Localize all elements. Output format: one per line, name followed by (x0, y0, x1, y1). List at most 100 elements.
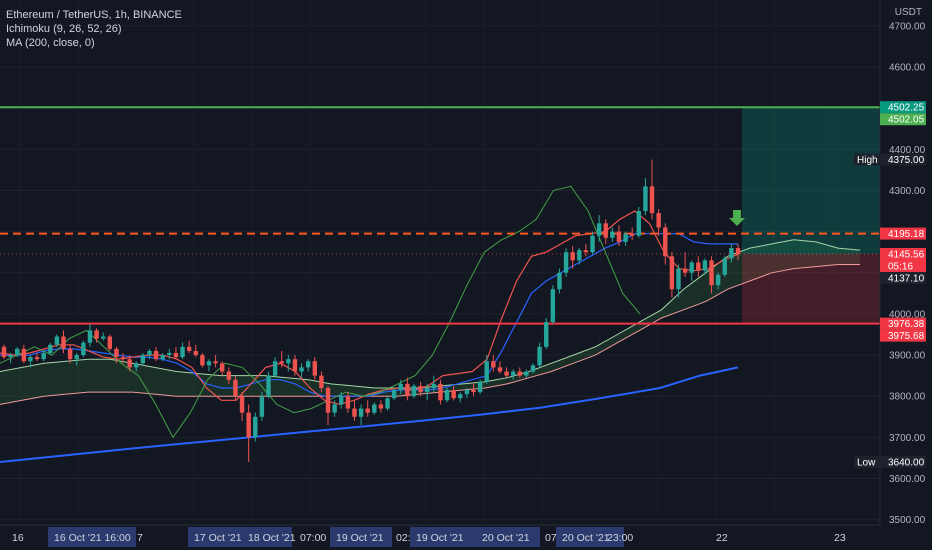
candle-body (100, 336, 106, 339)
candle-body (735, 248, 741, 255)
candle-body (226, 371, 232, 380)
time-tick-label: 16 Oct '21 16:00 (54, 532, 131, 544)
candle-body (491, 361, 496, 368)
cloud-segment (0, 367, 23, 405)
candle-body (41, 352, 46, 360)
candle-body (312, 361, 317, 376)
time-tick-label: 16 (12, 532, 24, 544)
candle-body (583, 250, 589, 253)
cloud-segment (727, 248, 750, 290)
cloud-segment (771, 239, 794, 273)
candle-body (623, 233, 628, 242)
candle-body (411, 385, 417, 397)
candle-body (1, 346, 7, 358)
candle-body (517, 371, 522, 376)
candle-body (186, 346, 192, 351)
horizontal-lines[interactable] (0, 106, 880, 325)
candle-body (510, 371, 516, 376)
candle-body (34, 357, 40, 360)
time-tick-label: 18 Oct '21 (248, 532, 296, 544)
price-tick-label: 4400.00 (889, 145, 926, 156)
cloud-segment (22, 363, 45, 401)
candle-body (702, 260, 708, 271)
price-label-prefix-bg (854, 456, 880, 469)
price-tick-label: 3900.00 (889, 351, 926, 362)
candle-body (669, 256, 675, 290)
candle-body (279, 361, 284, 364)
candle-body (504, 371, 509, 376)
candle-body (425, 387, 430, 393)
candle-body (709, 260, 714, 286)
candle-body (67, 348, 73, 360)
candle-body (127, 359, 132, 368)
candle-body (213, 361, 218, 364)
candle-body (28, 357, 33, 362)
cloud-segment (242, 375, 265, 397)
candle-body (107, 336, 113, 349)
candle-body (643, 186, 648, 212)
price-label-bg (880, 317, 926, 330)
time-tick-label: 20 Oct '21 (482, 532, 530, 544)
price-tick-label: 4600.00 (889, 63, 926, 74)
candle-body (610, 231, 615, 238)
cloud-segment (595, 334, 618, 356)
time-label-highlight (188, 527, 246, 547)
time-label-highlight (476, 527, 540, 547)
candle-body (729, 248, 734, 259)
candle-body (405, 383, 410, 397)
time-tick-label: 22 (716, 532, 728, 544)
long-position-tool[interactable] (742, 107, 880, 324)
candle-body (332, 404, 337, 413)
cloud-segment (330, 383, 353, 397)
price-label: 4375.00 (888, 155, 925, 166)
candle-body (173, 352, 179, 358)
time-tick-label: 17 Oct '21 (194, 532, 242, 544)
candle-body (305, 361, 311, 368)
price-label-bg (880, 113, 926, 126)
price-tick-label: 3800.00 (889, 392, 926, 403)
chikou-line (0, 185, 641, 439)
candle-body (339, 396, 344, 405)
price-label-bg (880, 101, 926, 114)
candle-body (253, 416, 258, 438)
candle-body (715, 274, 721, 286)
time-tick-label: 23:00 (607, 532, 633, 544)
candle-body (722, 258, 727, 275)
candle-body (656, 213, 661, 228)
candle-body (649, 186, 655, 214)
cloud-segment (617, 322, 640, 343)
ichimoku-cloud (0, 239, 860, 405)
candle-body (524, 371, 529, 376)
cloud-segment (815, 241, 838, 267)
candle-body (451, 390, 456, 399)
candle-body (537, 346, 542, 366)
candle-body (319, 375, 324, 388)
candle-body (378, 404, 384, 409)
cloud-segment (639, 309, 662, 331)
candle-body (206, 361, 212, 366)
price-tick-label: 4700.00 (889, 21, 926, 32)
candle-body (140, 355, 146, 364)
loss-zone (742, 254, 880, 324)
price-label-bg (880, 456, 926, 469)
candle-body (160, 355, 165, 360)
price-label-prefix: High (857, 155, 878, 166)
candle-body (239, 396, 245, 413)
candle-body (233, 379, 238, 397)
cloud-segment (66, 359, 89, 395)
chart-title: Ethereum / TetherUS, 1h, BINANCE (6, 9, 182, 21)
candle-body (550, 289, 556, 323)
candle-body (352, 408, 357, 417)
candle-body (153, 350, 159, 360)
candle-body (458, 394, 463, 399)
candle-body (220, 363, 225, 372)
candle-body (570, 252, 575, 261)
time-axis[interactable]: 16 16 Oct '21 16:00 7 17 Oct '21 18 Oct '21 0… (0, 524, 880, 550)
candle-body (94, 330, 99, 339)
cloud-segment (507, 371, 530, 384)
price-label-prefix-bg (854, 153, 880, 166)
candle-body (629, 233, 635, 236)
price-tick-label: 3500.00 (889, 515, 926, 526)
candle-body (200, 355, 205, 366)
